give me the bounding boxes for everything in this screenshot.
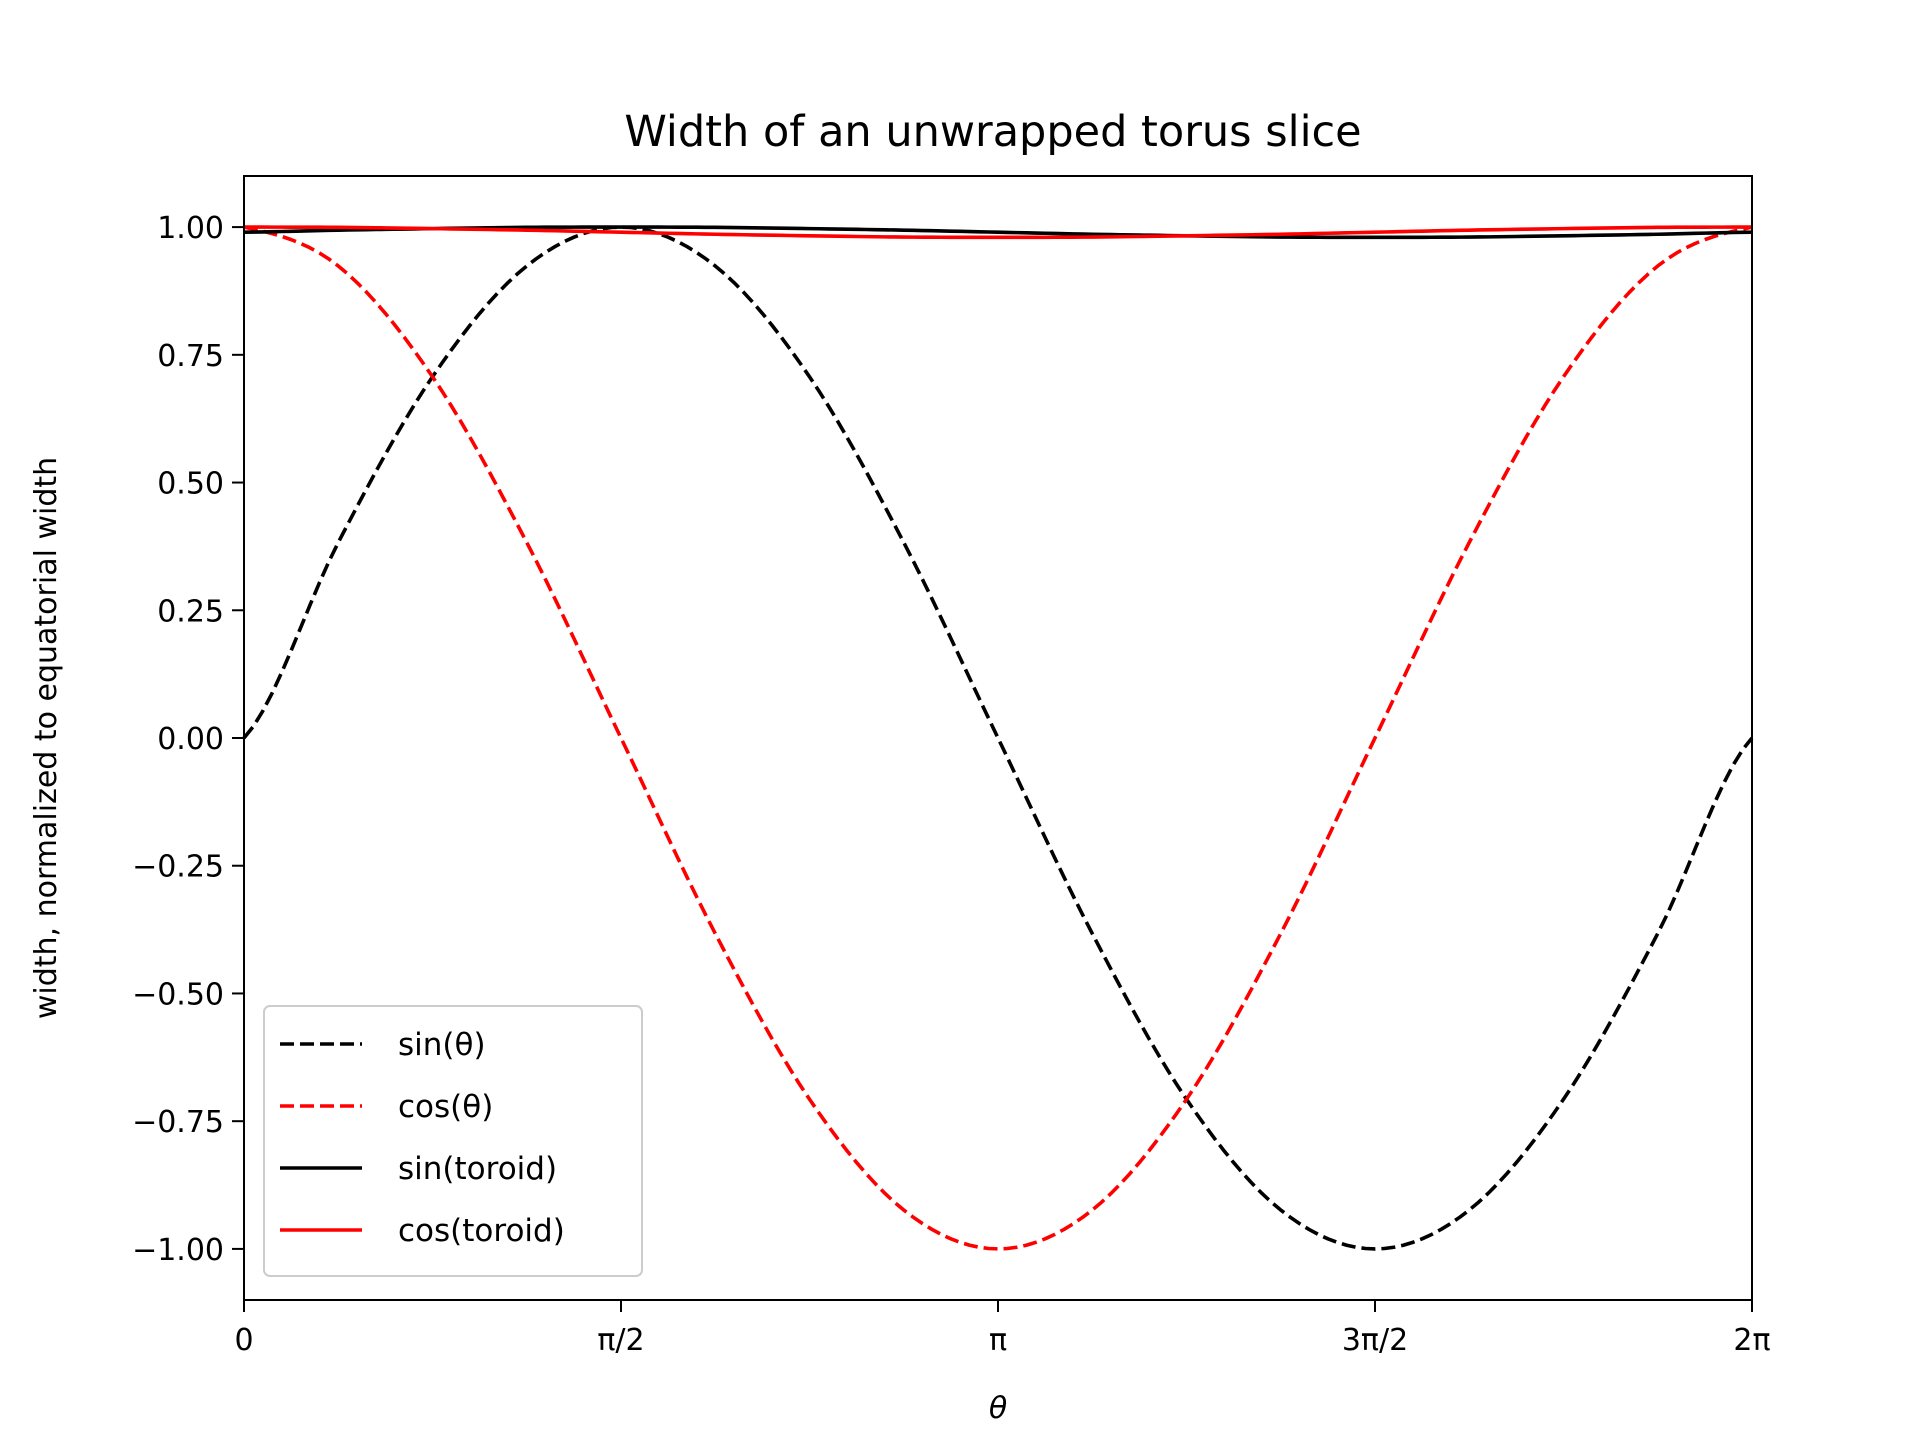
y-tick-label: −1.00 [132, 1233, 224, 1268]
x-tick-label: 3π/2 [1342, 1323, 1408, 1358]
legend-label: cos(toroid) [398, 1213, 565, 1249]
x-axis-label: θ [989, 1391, 1007, 1426]
series-line-1 [242, 225, 1754, 1251]
y-tick-label: 0.25 [157, 594, 224, 629]
legend-label: sin(toroid) [398, 1151, 557, 1187]
series-line-4 [243, 225, 1753, 240]
y-tick-label: 0.50 [157, 467, 224, 502]
legend-label: sin(θ) [398, 1027, 486, 1063]
chart-title: Width of an unwrapped torus slice [624, 107, 1361, 157]
y-tick-label: 0.75 [157, 339, 224, 374]
legend-box [263, 1005, 643, 1277]
y-tick-label: 0.00 [157, 722, 224, 757]
x-tick-label: 0 [234, 1323, 253, 1358]
y-tick-label: −0.75 [132, 1105, 224, 1140]
legend-label: cos(θ) [398, 1089, 493, 1125]
series-line-3 [243, 225, 1753, 240]
y-axis-label: width, normalized to equatorial width [29, 457, 64, 1019]
y-tick-label: −0.25 [132, 850, 224, 885]
x-axis: 0 π/2 π 3π/2 2π [234, 1300, 1771, 1358]
x-tick-label: π/2 [597, 1323, 644, 1358]
series-line-2 [243, 225, 1753, 1251]
x-tick-label: π [989, 1323, 1007, 1358]
x-tick-label: 2π [1733, 1323, 1770, 1358]
y-axis: 1.00 0.75 0.50 0.25 0.00 −0.25 −0.50 −0.75 −1.00 [132, 211, 244, 1268]
y-tick-label: 1.00 [157, 211, 224, 246]
y-tick-label: −0.50 [132, 977, 224, 1012]
legend: sin(θ) cos(θ) sin(toroid) cos(toroid) [263, 1005, 643, 1277]
series-layer [242, 225, 1754, 1251]
